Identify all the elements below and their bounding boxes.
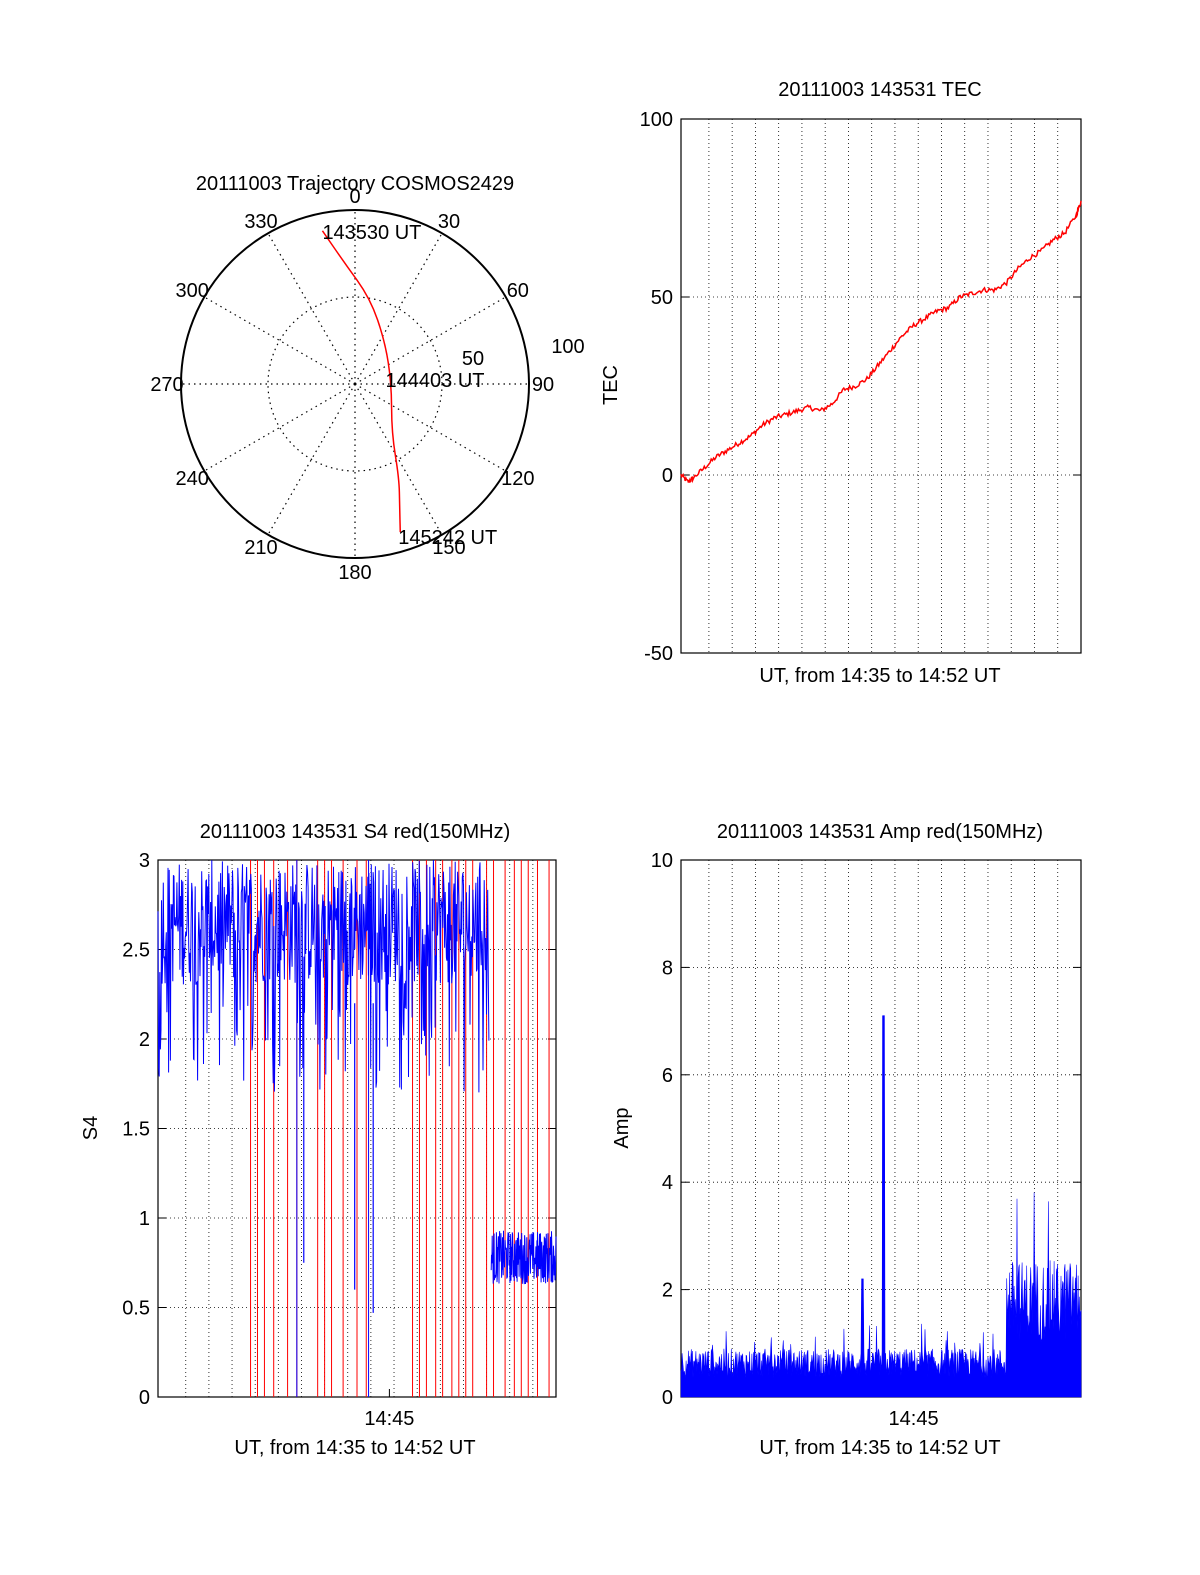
s4-title: 20111003 143531 S4 red(150MHz) <box>200 821 511 843</box>
polar-spoke <box>354 233 443 385</box>
polar-time-label: 145242 UT <box>398 527 497 549</box>
polar-title: 20111003 Trajectory COSMOS2429 <box>196 173 514 195</box>
polar-spoke <box>204 383 356 472</box>
polar-spoke <box>267 383 356 535</box>
polar-spoke <box>354 296 506 385</box>
y-tick-label: 100 <box>640 109 673 131</box>
polar-panel: 20111003 Trajectory COSMOS2429 0 30 60 90 12… <box>150 173 584 584</box>
polar-trajectory-line <box>321 230 402 533</box>
polar-azimuth-label: 0 <box>349 186 360 208</box>
y-tick-label: 50 <box>651 287 673 309</box>
polar-grid <box>180 209 530 559</box>
polar-spoke <box>354 383 506 472</box>
polar-azimuth-label: 330 <box>244 211 277 233</box>
x-tick-label: 14:45 <box>364 1408 414 1430</box>
tec-series-line <box>680 200 1082 484</box>
y-tick-label: 3 <box>139 850 150 872</box>
amp-series-area <box>680 1015 1082 1398</box>
polar-azimuth-label: 60 <box>507 280 529 302</box>
amp-ylabel: Amp <box>611 1107 633 1148</box>
x-tick-label: 14:45 <box>889 1408 939 1430</box>
polar-azimuth-label: 180 <box>338 562 371 584</box>
polar-azimuth-labels: 0 30 60 90 120 150 180 210 240 270 300 330 50 100 <box>150 186 584 584</box>
y-tick-label: 1 <box>139 1208 150 1230</box>
polar-azimuth-label: 90 <box>532 374 554 396</box>
y-tick-label: 2.5 <box>122 940 150 962</box>
y-tick-label: -50 <box>644 643 673 665</box>
amp-title: 20111003 143531 Amp red(150MHz) <box>717 821 1043 843</box>
amp-plot-area: 10 8 6 4 2 0 14:45 <box>651 850 1082 1430</box>
y-tick-label: 2 <box>139 1029 150 1051</box>
y-tick-label: 2 <box>662 1280 673 1302</box>
s4-panel: 20111003 143531 S4 red(150MHz) UT, from … <box>80 821 557 1459</box>
polar-azimuth-label: 270 <box>150 374 183 396</box>
s4-ylabel: S4 <box>80 1116 102 1140</box>
polar-azimuth-label: 30 <box>438 211 460 233</box>
polar-inner-circle <box>267 296 443 472</box>
tec-plot-area: 100 50 0 -50 <box>640 109 1082 665</box>
polar-spoke <box>354 383 443 535</box>
polar-time-labels: 143530 UT 144403 UT 145242 UT <box>322 222 497 549</box>
y-tick-label: 0 <box>662 465 673 487</box>
plot-frame <box>680 118 1082 654</box>
amp-xlabel: UT, from 14:35 to 14:52 UT <box>759 1437 1000 1459</box>
y-tick-label: 0 <box>139 1387 150 1409</box>
polar-spoke <box>204 296 356 385</box>
polar-azimuth-label: 300 <box>175 280 208 302</box>
polar-azimuth-label: 240 <box>175 468 208 490</box>
s4-blue-tail <box>490 1230 557 1285</box>
polar-radial-label: 100 <box>551 336 584 358</box>
y-tick-label: 0 <box>662 1387 673 1409</box>
polar-time-label: 143530 UT <box>322 222 421 244</box>
polar-radial-label: 50 <box>462 348 484 370</box>
tec-panel: 20111003 143531 TEC UT, from 14:35 to 14… <box>600 79 1082 687</box>
amp-panel: 20111003 143531 Amp red(150MHz) UT, from… <box>611 821 1082 1459</box>
tec-xlabel: UT, from 14:35 to 14:52 UT <box>759 665 1000 687</box>
y-tick-label: 4 <box>662 1172 673 1194</box>
s4-blue-top-band <box>157 860 490 1093</box>
s4-xlabel: UT, from 14:35 to 14:52 UT <box>234 1437 475 1459</box>
polar-spoke <box>267 233 356 385</box>
y-tick-label: 1.5 <box>122 1119 150 1141</box>
polar-trajectory <box>321 230 402 533</box>
tec-title: 20111003 143531 TEC <box>778 79 982 101</box>
polar-time-label: 144403 UT <box>386 370 485 392</box>
y-tick-label: 8 <box>662 957 673 979</box>
polar-azimuth-label: 120 <box>501 468 534 490</box>
polar-azimuth-label: 210 <box>244 537 277 559</box>
polar-outer-circle <box>180 209 530 559</box>
y-tick-label: 10 <box>651 850 673 872</box>
y-tick-label: 6 <box>662 1065 673 1087</box>
tec-ylabel: TEC <box>600 365 622 405</box>
s4-plot-area: 3 2.5 2 1.5 1 0.5 0 14:45 <box>122 850 557 1430</box>
y-tick-label: 0.5 <box>122 1298 150 1320</box>
polar-azimuth-label: 150 <box>432 537 465 559</box>
